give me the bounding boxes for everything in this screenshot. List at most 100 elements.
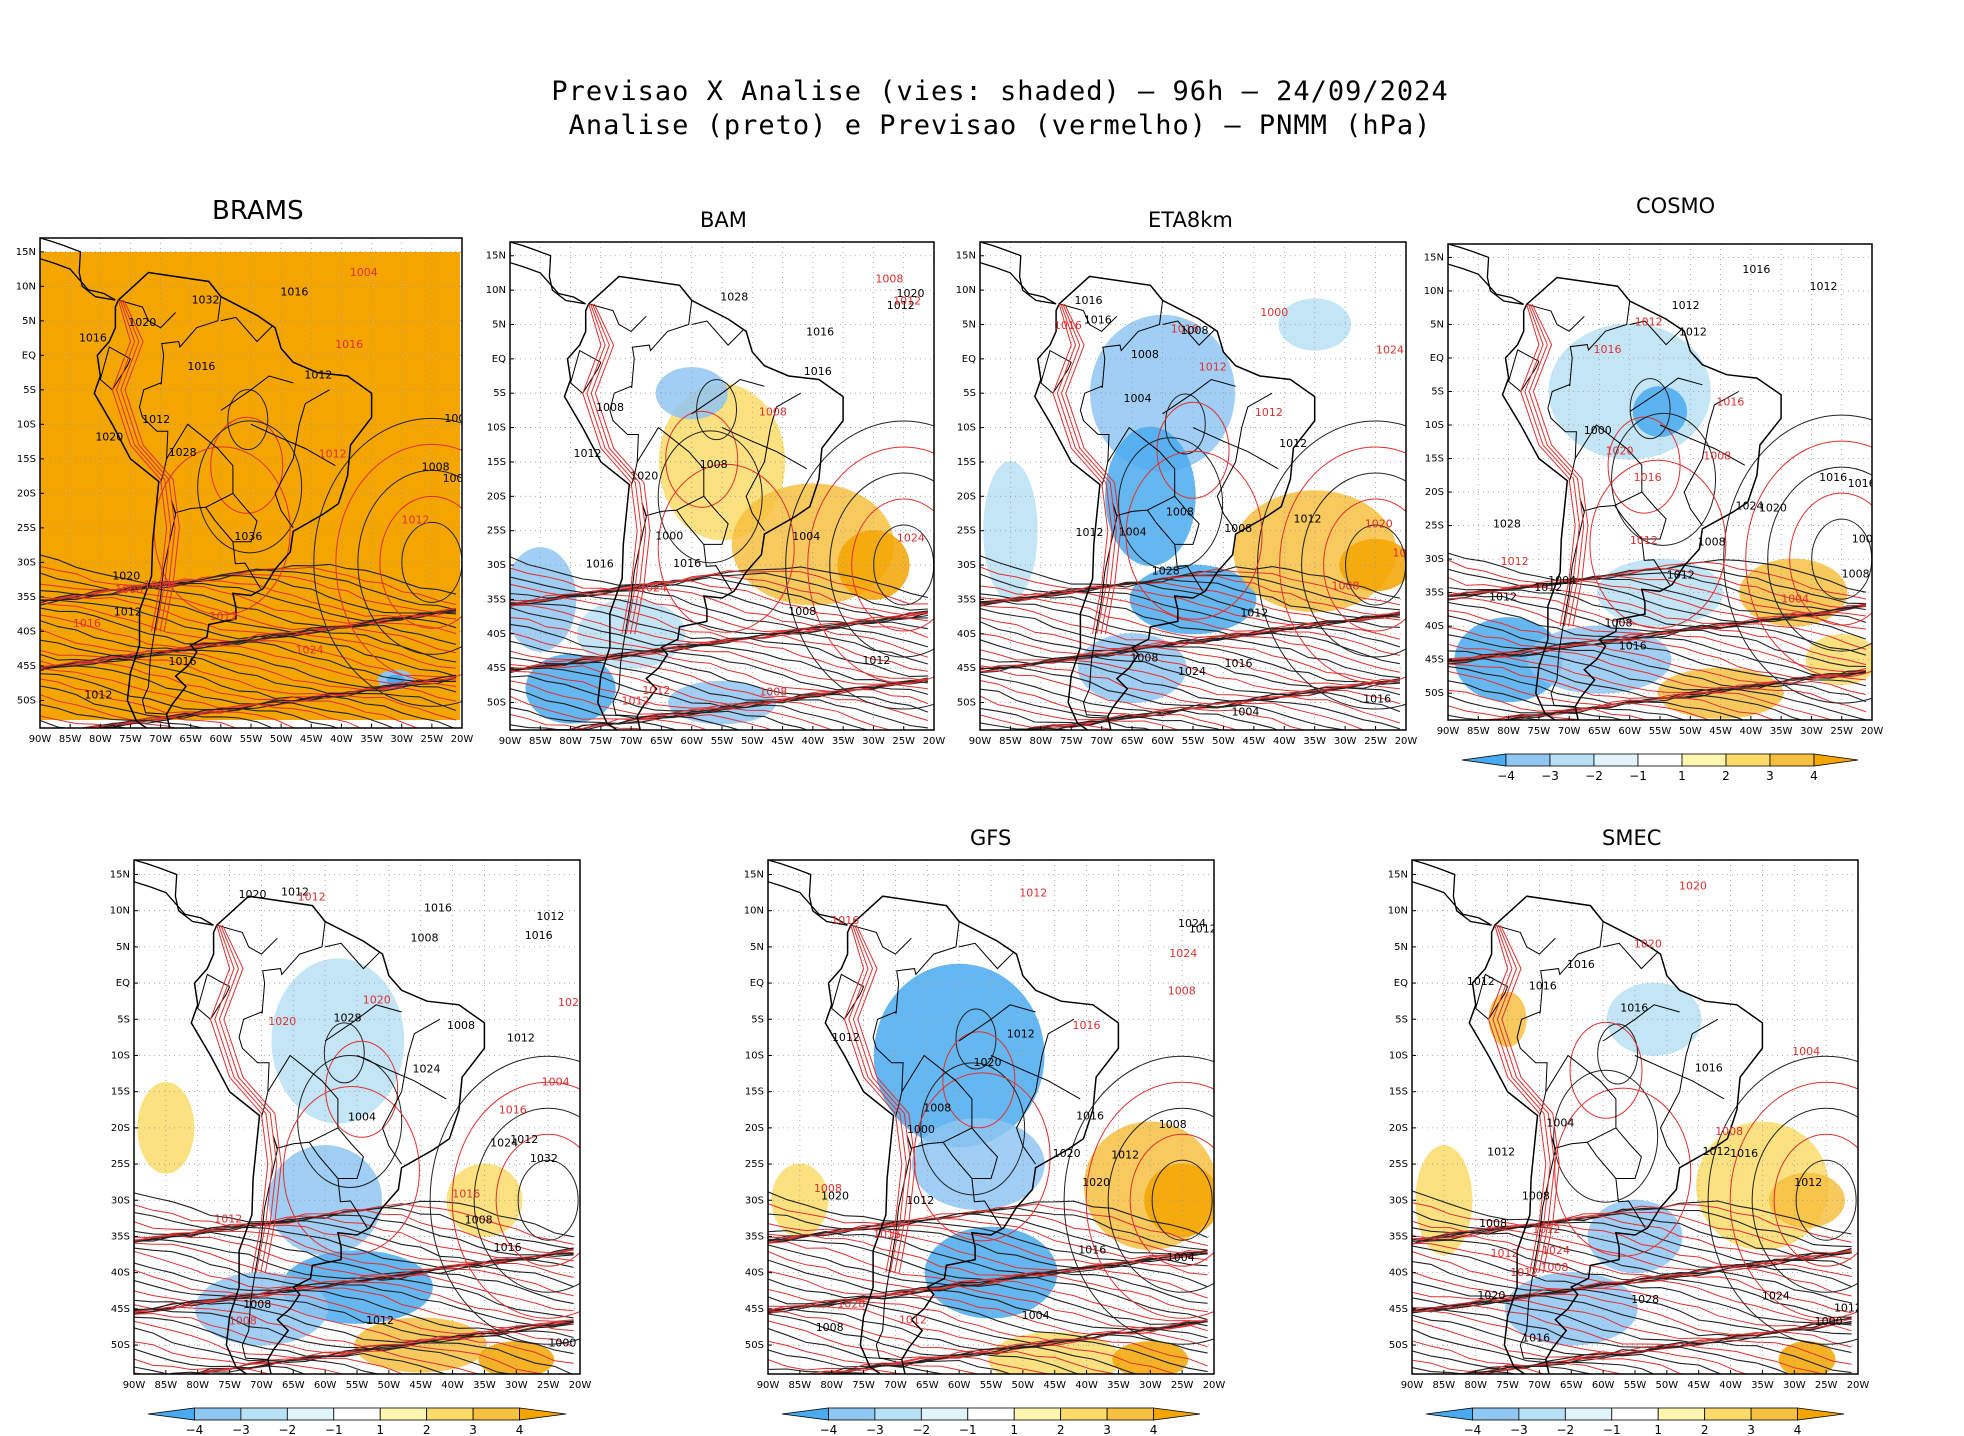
isobar-forecast: [768, 1340, 1177, 1374]
bias-shading-orange: [40, 252, 460, 720]
isobar-analysis: [86, 720, 208, 728]
lat-tick-label: 10S: [957, 423, 976, 434]
lat-tick-label: 15N: [1424, 252, 1444, 263]
isobar-forecast: [134, 1203, 574, 1245]
colorbar-segment: [240, 1407, 288, 1421]
isobar-andes: [590, 303, 647, 634]
isobar-andes: [1520, 304, 1576, 627]
isobar-label: 1016: [280, 285, 308, 298]
lon-tick-label: 60W: [680, 736, 703, 747]
bias-shade-2: [1596, 558, 1724, 627]
lon-tick-label: 25W: [1171, 1380, 1194, 1391]
colorbar-tick-label: 3: [1747, 1423, 1755, 1436]
isobar-label: 1024: [413, 1062, 441, 1075]
isobar-label: 1012: [510, 1133, 538, 1146]
isobar-label: 1008: [814, 1182, 842, 1195]
isobar-label: 1008: [1604, 617, 1632, 630]
country-border: [356, 1055, 447, 1100]
country-border: [220, 375, 294, 411]
isobar-label: 1012: [574, 447, 602, 460]
isobar-analysis: [510, 644, 928, 685]
lat-tick-label: EQ: [492, 354, 506, 365]
isobar-label: 1008: [447, 1019, 475, 1032]
isobar-analysis: [510, 576, 928, 620]
isobar-label: 1008: [229, 1314, 257, 1327]
isobar-label: 1004: [350, 266, 378, 279]
isobar-label: 1016: [1695, 1061, 1723, 1074]
isobar-forecast: [768, 1233, 1208, 1277]
colorbar-segment: [472, 1407, 520, 1421]
isobar-label: 1020: [268, 1015, 296, 1028]
isobar-label: 1012: [1467, 975, 1495, 988]
lon-tick-label: 30W: [862, 736, 885, 747]
isobar-label: 1008: [1224, 522, 1252, 535]
isobar-high: [1751, 1107, 1858, 1293]
lat-tick-label: 15N: [1388, 869, 1408, 880]
isobar-label: 1008: [1130, 651, 1158, 664]
colorbar-tick-label: −2: [1556, 1423, 1574, 1436]
isobar-label: 1008: [115, 583, 143, 596]
lon-tick-label: 65W: [1588, 726, 1611, 737]
lon-tick-label: 60W: [210, 734, 233, 745]
isobar-label: 1012: [84, 688, 112, 701]
lon-tick-label: 70W: [1090, 736, 1113, 747]
isobar-analysis: [1412, 1346, 1791, 1374]
lat-tick-label: 5S: [751, 1014, 764, 1025]
isobar-analysis: [134, 1346, 513, 1374]
map-panel-brams: 1012100810081012101210081016100410121016…: [16, 237, 473, 745]
isobar-analysis: [134, 1308, 574, 1352]
lon-tick-label: 60W: [948, 1380, 971, 1391]
isobar-label: 1016: [79, 331, 107, 344]
isobar-analysis: [40, 634, 457, 677]
isobar-analysis: [980, 661, 1400, 703]
isobar-analysis: [768, 1227, 1208, 1269]
coastline-south-america: [563, 275, 844, 730]
country-border: [875, 1134, 912, 1360]
lat-tick-label: 30S: [957, 560, 976, 571]
isobar-forecast: [1412, 1320, 1852, 1365]
country-border: [1101, 300, 1164, 388]
lat-tick-label: 20S: [1389, 1123, 1408, 1134]
isobar-label: 1008: [1159, 1118, 1187, 1131]
isobar-high: [1767, 466, 1872, 652]
isobar-label: 1012: [304, 369, 332, 382]
isobar-label: 1016: [1848, 477, 1876, 490]
isobar-analysis: [565, 720, 679, 730]
isobar-label: 1004: [542, 1076, 570, 1089]
isobar-label: 1016: [1819, 471, 1847, 484]
colorbar-tick-label: 1: [1010, 1423, 1018, 1436]
isobar-label: 1000: [1584, 424, 1612, 437]
country-border: [1494, 924, 1556, 955]
isobar-label: 1020: [821, 1190, 849, 1203]
isobar-forecast: [1412, 1340, 1825, 1374]
colorbar-segment: [1637, 753, 1683, 767]
country-border: [274, 389, 330, 529]
country-border: [232, 541, 262, 589]
lat-tick-label: 5S: [1395, 1014, 1408, 1025]
isobar-analysis: [1486, 711, 1625, 720]
isobar-label: 1000: [1815, 1315, 1843, 1328]
isobar-analysis: [510, 675, 929, 714]
lon-tick-label: 40W: [330, 734, 353, 745]
lon-tick-label: 55W: [1649, 726, 1672, 737]
lat-tick-label: 15S: [487, 457, 506, 468]
colorbar-segment: [286, 1407, 335, 1421]
country-border: [958, 1004, 1036, 1042]
lon-tick-label: 20W: [569, 1380, 592, 1391]
isobar-label: 1012: [1667, 568, 1695, 581]
isobar-andes: [123, 299, 180, 632]
isobar-andes: [111, 299, 168, 632]
isobar-analysis: [193, 1365, 306, 1374]
lat-tick-label: 5S: [117, 1014, 130, 1025]
isobar-label: 1012: [1189, 923, 1217, 936]
isobar-label: 1020: [1606, 445, 1634, 458]
isobar-forecast: [768, 1285, 1208, 1330]
country-border: [691, 320, 744, 346]
country-border: [1586, 1127, 1642, 1179]
lon-tick-label: 85W: [1433, 1380, 1456, 1391]
lat-tick-label: 35S: [1425, 588, 1444, 599]
isobar-forecast: [510, 695, 893, 730]
isobar-analysis: [980, 595, 1400, 637]
isobar-label: 1020: [1759, 501, 1787, 514]
coastline-central-america: [40, 238, 116, 301]
